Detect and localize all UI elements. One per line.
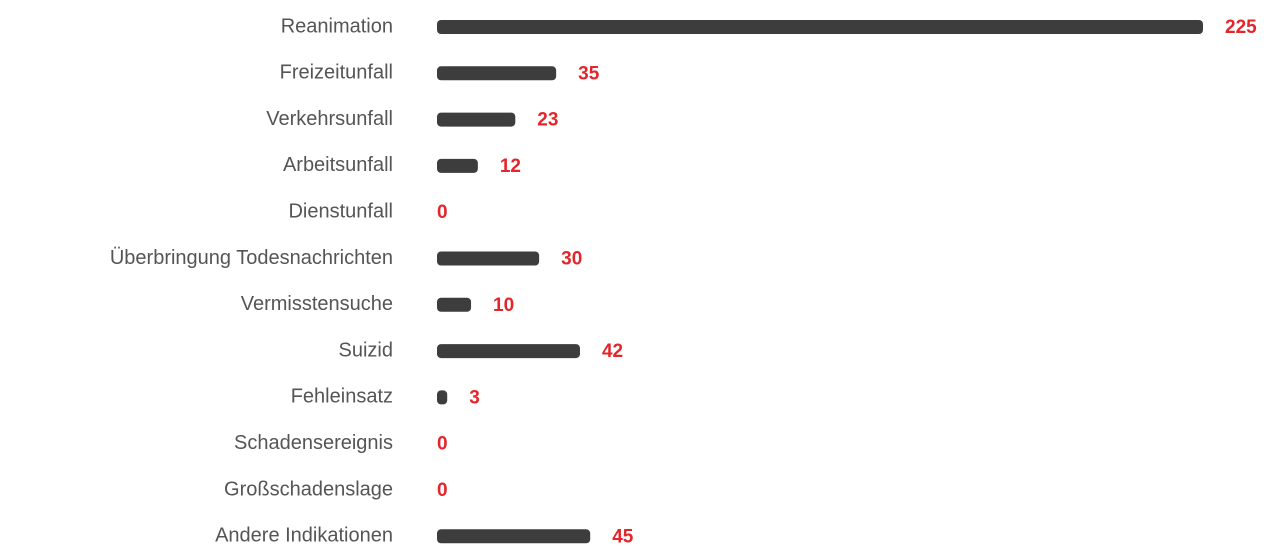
value-label: 35 (578, 63, 600, 84)
value-label: 45 (612, 526, 634, 547)
category-label: Dienstunfall (288, 200, 393, 222)
bar (437, 344, 580, 359)
category-label: Suizid (339, 339, 393, 361)
value-label: 0 (437, 434, 448, 455)
category-label: Reanimation (281, 15, 393, 37)
category-label: Andere Indikationen (215, 525, 393, 547)
value-label: 10 (493, 295, 514, 316)
value-label: 30 (561, 249, 582, 270)
category-label: Vermisstensuche (241, 293, 393, 315)
category-label: Großschadenslage (224, 478, 393, 500)
category-label: Freizeitunfall (280, 62, 393, 84)
bar (437, 251, 540, 266)
bar (437, 529, 591, 544)
value-label: 3 (469, 387, 480, 408)
value-label: 23 (537, 110, 558, 131)
bar (437, 297, 472, 312)
category-label: Überbringung Todesnachrichten (110, 247, 393, 269)
category-label: Fehleinsatz (291, 386, 393, 408)
bar (437, 158, 478, 173)
value-label: 0 (437, 480, 448, 501)
bar (437, 20, 1203, 34)
bar (437, 66, 557, 81)
value-label: 225 (1225, 17, 1257, 38)
bar (437, 112, 516, 127)
value-label: 0 (437, 202, 448, 223)
bar (437, 390, 448, 405)
value-label: 12 (500, 156, 521, 177)
category-label: Verkehrsunfall (266, 108, 393, 130)
value-label: 42 (602, 341, 623, 362)
category-label: Schadensereignis (234, 432, 393, 454)
category-label: Arbeitsunfall (283, 154, 393, 176)
